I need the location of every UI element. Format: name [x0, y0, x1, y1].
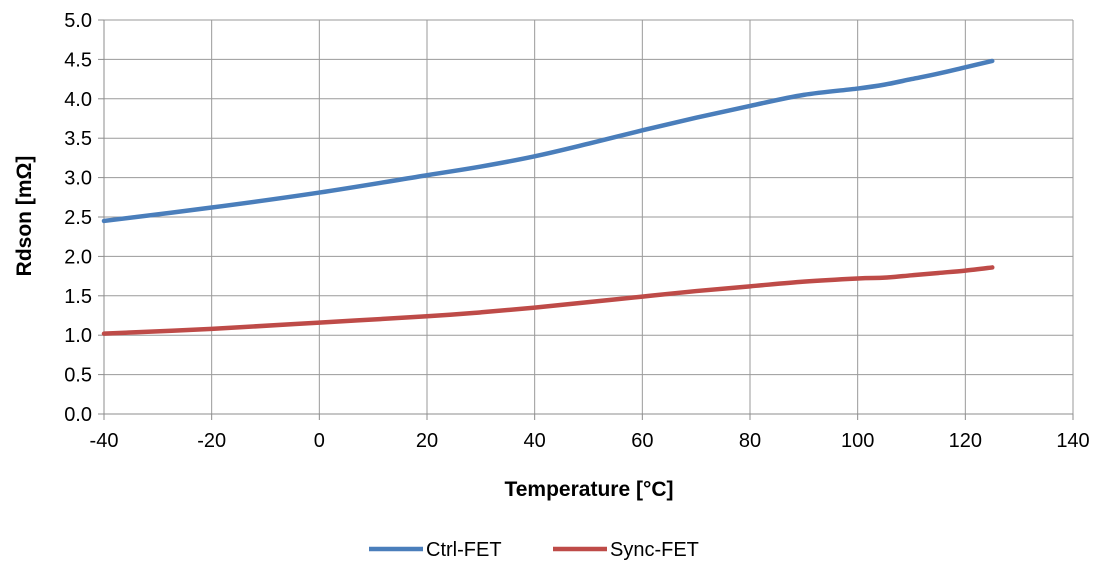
x-tick-label: 0	[314, 430, 325, 452]
y-tick-label: 0.5	[64, 365, 92, 387]
y-tick-label: 1.5	[64, 286, 92, 308]
y-tick-label: 2.0	[64, 246, 92, 268]
x-tick-label: 140	[1056, 430, 1089, 452]
y-tick-label: 5.0	[64, 10, 92, 32]
x-tick-label: -40	[90, 430, 119, 452]
legend-label-ctrl-fet: Ctrl-FET	[426, 539, 502, 561]
x-tick-label: 120	[949, 430, 982, 452]
y-tick-label: 3.0	[64, 168, 92, 190]
series-lines	[101, 58, 995, 336]
x-axis-tick-labels: -40 -20 0 20 40 60 80 100 120 140	[90, 430, 1090, 452]
legend-label-sync-fet: Sync-FET	[610, 539, 699, 561]
x-tick-label: 80	[739, 430, 761, 452]
y-tick-label: 0.0	[64, 404, 92, 426]
axes	[98, 19, 1074, 420]
y-tick-label: 1.0	[64, 325, 92, 347]
x-tick-label: 20	[416, 430, 438, 452]
series-line-ctrl-fet	[101, 58, 995, 224]
x-tick-label: -20	[197, 430, 226, 452]
y-tick-label: 3.5	[64, 128, 92, 150]
y-axis-title: Rdson [mΩ]	[13, 156, 36, 277]
y-tick-label: 4.5	[64, 49, 92, 71]
x-axis-title: Temperature [°C]	[504, 478, 673, 501]
x-tick-label: 100	[841, 430, 874, 452]
y-tick-label: 2.5	[64, 207, 92, 229]
y-axis-tick-labels: 0.0 0.5 1.0 1.5 2.0 2.5 3.0 3.5 4.0 4.5 5.0	[64, 10, 92, 426]
legend: Ctrl-FET Sync-FET	[369, 539, 699, 561]
y-tick-label: 4.0	[64, 89, 92, 111]
series-line-sync-fet	[101, 265, 995, 336]
gridlines	[104, 19, 1074, 414]
x-tick-label: 40	[524, 430, 546, 452]
x-tick-label: 60	[631, 430, 653, 452]
